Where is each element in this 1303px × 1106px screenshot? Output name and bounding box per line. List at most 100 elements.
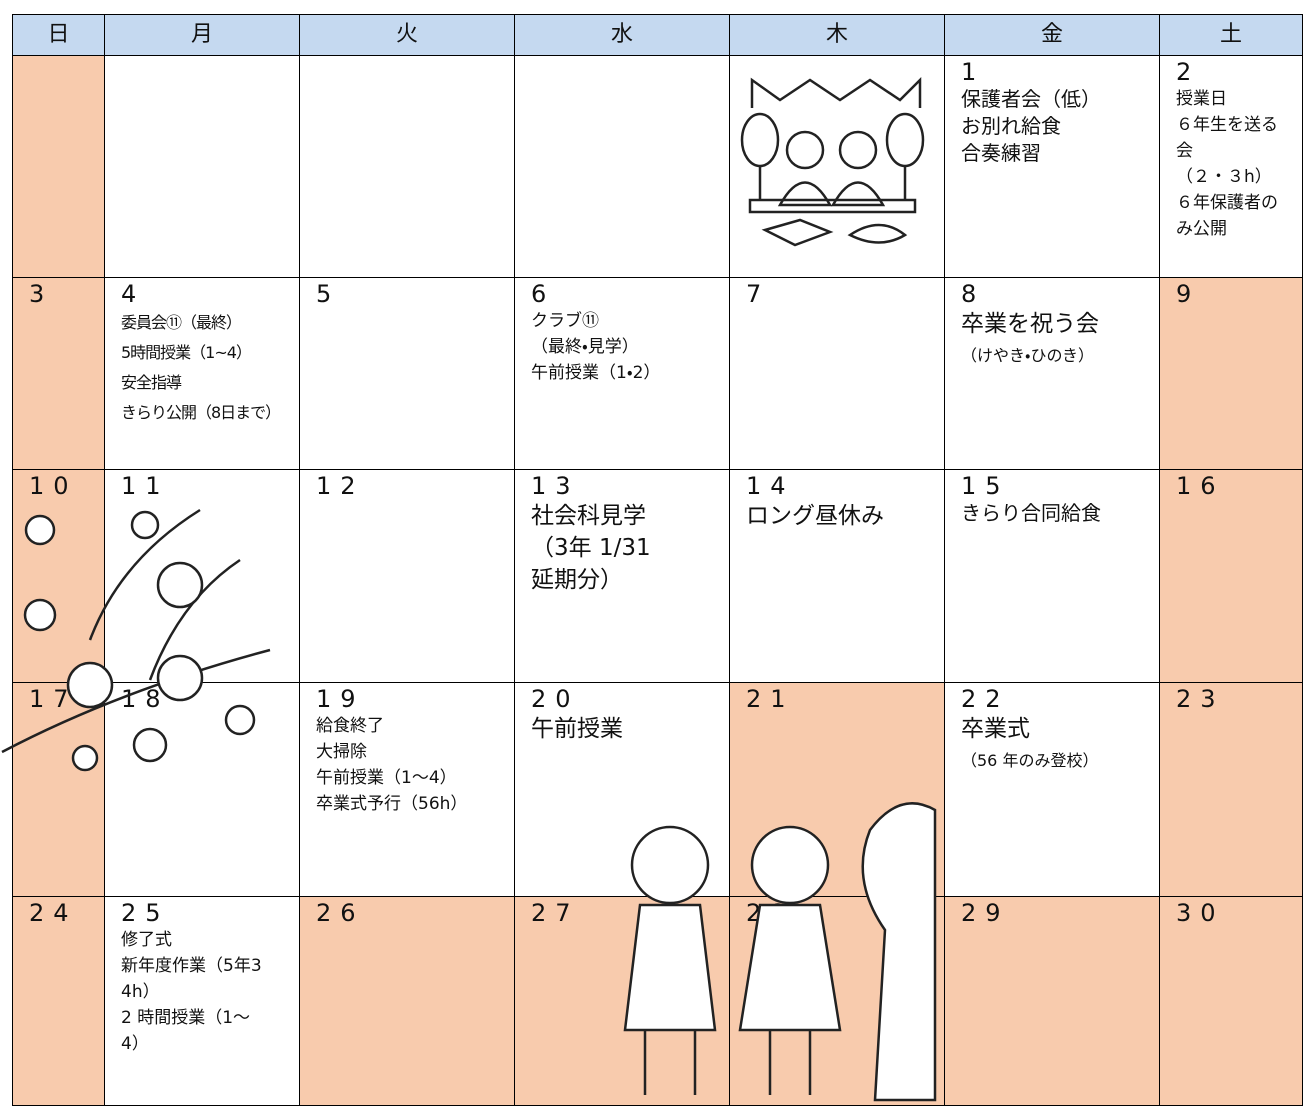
day-number: 27 — [531, 899, 580, 927]
day-number: 8 — [961, 280, 986, 308]
day-number: 25 — [121, 899, 170, 927]
day-number: 11 — [121, 472, 170, 500]
event: （２・３h） — [1176, 167, 1272, 187]
event: 卒業を祝う会 — [961, 311, 1099, 337]
weekday-header: 日 — [12, 14, 105, 56]
day-number: 23 — [1176, 685, 1225, 713]
day-number: 3 — [29, 280, 54, 308]
day-number: 12 — [316, 472, 365, 500]
day-cell — [12, 56, 105, 278]
day-cell: 5 — [300, 278, 515, 470]
event: 給食終了 — [316, 716, 384, 736]
day-number: 1 — [961, 58, 986, 86]
event: （けやき・ひのき） — [961, 346, 1094, 365]
day-cell: 22 卒業式 （56 年のみ登校） — [945, 683, 1160, 897]
day-number: 24 — [29, 899, 78, 927]
day-number: 22 — [961, 685, 1010, 713]
day-number: 18 — [121, 685, 170, 713]
event: 延期分） — [531, 567, 623, 593]
event: 社会科見学 — [531, 503, 646, 529]
event: お別れ給食 — [961, 114, 1061, 138]
day-cell: 2 授業日 ６年生を送る会 （２・３h） ６年保護者のみ公開 — [1160, 56, 1303, 278]
day-cell: 29 — [945, 897, 1160, 1106]
day-cell — [730, 56, 945, 278]
day-cell: 10 — [12, 470, 105, 683]
weekday-header: 火 — [300, 14, 515, 56]
day-cell: 18 — [105, 683, 300, 897]
day-number: 17 — [29, 685, 78, 713]
event: （最終・見学） — [531, 337, 639, 357]
day-cell: 6 クラブ⑪ （最終・見学） 午前授業（1・2） — [515, 278, 730, 470]
day-cell — [515, 56, 730, 278]
day-number: 10 — [29, 472, 78, 500]
event: 授業日 — [1176, 89, 1227, 109]
event: 4h） — [121, 982, 160, 1002]
day-cell: 21 — [730, 683, 945, 897]
day-cell: 4 委員会⑪（最終） 5時間授業（1~4） 安全指導 きらり公開（8日まで） — [105, 278, 300, 470]
event: ６年保護者のみ公開 — [1176, 193, 1278, 239]
event: （56 年のみ登校） — [961, 751, 1099, 770]
event: 合奏練習 — [961, 141, 1041, 165]
event: 卒業式予行（56h） — [316, 794, 468, 814]
day-cell: 20 午前授業 — [515, 683, 730, 897]
day-cell: 14 ロング昼休み — [730, 470, 945, 683]
event: 卒業式 — [961, 716, 1030, 742]
day-number: 9 — [1176, 280, 1201, 308]
event: きらり合同給食 — [961, 501, 1101, 525]
event: ロング昼休み — [746, 503, 884, 529]
day-number: 16 — [1176, 472, 1225, 500]
day-number: 28 — [746, 899, 795, 927]
event: 午前授業 — [531, 716, 623, 742]
weekday-header: 木 — [730, 14, 945, 56]
event: （3年 1/31 — [531, 535, 651, 561]
day-number: 29 — [961, 899, 1010, 927]
day-number: 13 — [531, 472, 580, 500]
day-cell: 15 きらり合同給食 — [945, 470, 1160, 683]
event: 午前授業（1～4） — [316, 768, 457, 788]
day-number: 5 — [316, 280, 341, 308]
event: クラブ⑪ — [531, 311, 599, 331]
event: 修了式 — [121, 930, 172, 950]
day-cell: 16 — [1160, 470, 1303, 683]
day-cell: 30 — [1160, 897, 1303, 1106]
weekday-header: 月 — [105, 14, 300, 56]
day-number: 7 — [746, 280, 771, 308]
event: ６年生を送る会 — [1176, 115, 1278, 161]
day-cell: 7 — [730, 278, 945, 470]
day-cell — [300, 56, 515, 278]
day-number: 6 — [531, 280, 556, 308]
weekday-header: 金 — [945, 14, 1160, 56]
day-number: 21 — [746, 685, 795, 713]
event: 委員会⑪（最終） — [121, 313, 242, 332]
event: 4） — [121, 1034, 149, 1054]
event: 保護者会（低） — [961, 87, 1101, 111]
day-cell — [105, 56, 300, 278]
day-cell: 26 — [300, 897, 515, 1106]
day-cell: 12 — [300, 470, 515, 683]
day-cell: 13 社会科見学 （3年 1/31 延期分） — [515, 470, 730, 683]
event: 2 時間授業（1～ — [121, 1008, 251, 1028]
day-cell: 28 — [730, 897, 945, 1106]
day-cell: 11 — [105, 470, 300, 683]
day-cell: 1 保護者会（低） お別れ給食合奏練習 — [945, 56, 1160, 278]
day-number: 19 — [316, 685, 365, 713]
day-number: 15 — [961, 472, 1010, 500]
day-number: 20 — [531, 685, 580, 713]
day-cell: 9 — [1160, 278, 1303, 470]
day-number: 14 — [746, 472, 795, 500]
day-number: 4 — [121, 280, 146, 308]
day-cell: 25 修了式新年度作業（5年3 4h） 2 時間授業（1～ 4） — [105, 897, 300, 1106]
calendar: 日月火水木金土 1 保護者会（低） お別れ給食 合奏練習 2 授業日 ６年生を送る会 （２・３h… — [12, 14, 1303, 1106]
day-cell: 3 — [12, 278, 105, 470]
event: きらり公開（8日まで） — [121, 403, 281, 422]
day-cell: 24 — [12, 897, 105, 1106]
event: 大掃除 — [316, 742, 367, 762]
weekday-header: 土 — [1160, 14, 1303, 56]
day-cell: 19 給食終了大掃除午前授業（1～4） 卒業式予行（56h） — [300, 683, 515, 897]
day-cell: 8 卒業を祝う会 （けやき・ひのき） — [945, 278, 1160, 470]
day-number: 30 — [1176, 899, 1225, 927]
event: 新年度作業（5年3 — [121, 956, 262, 976]
day-cell: 17 — [12, 683, 105, 897]
weekday-header: 水 — [515, 14, 730, 56]
